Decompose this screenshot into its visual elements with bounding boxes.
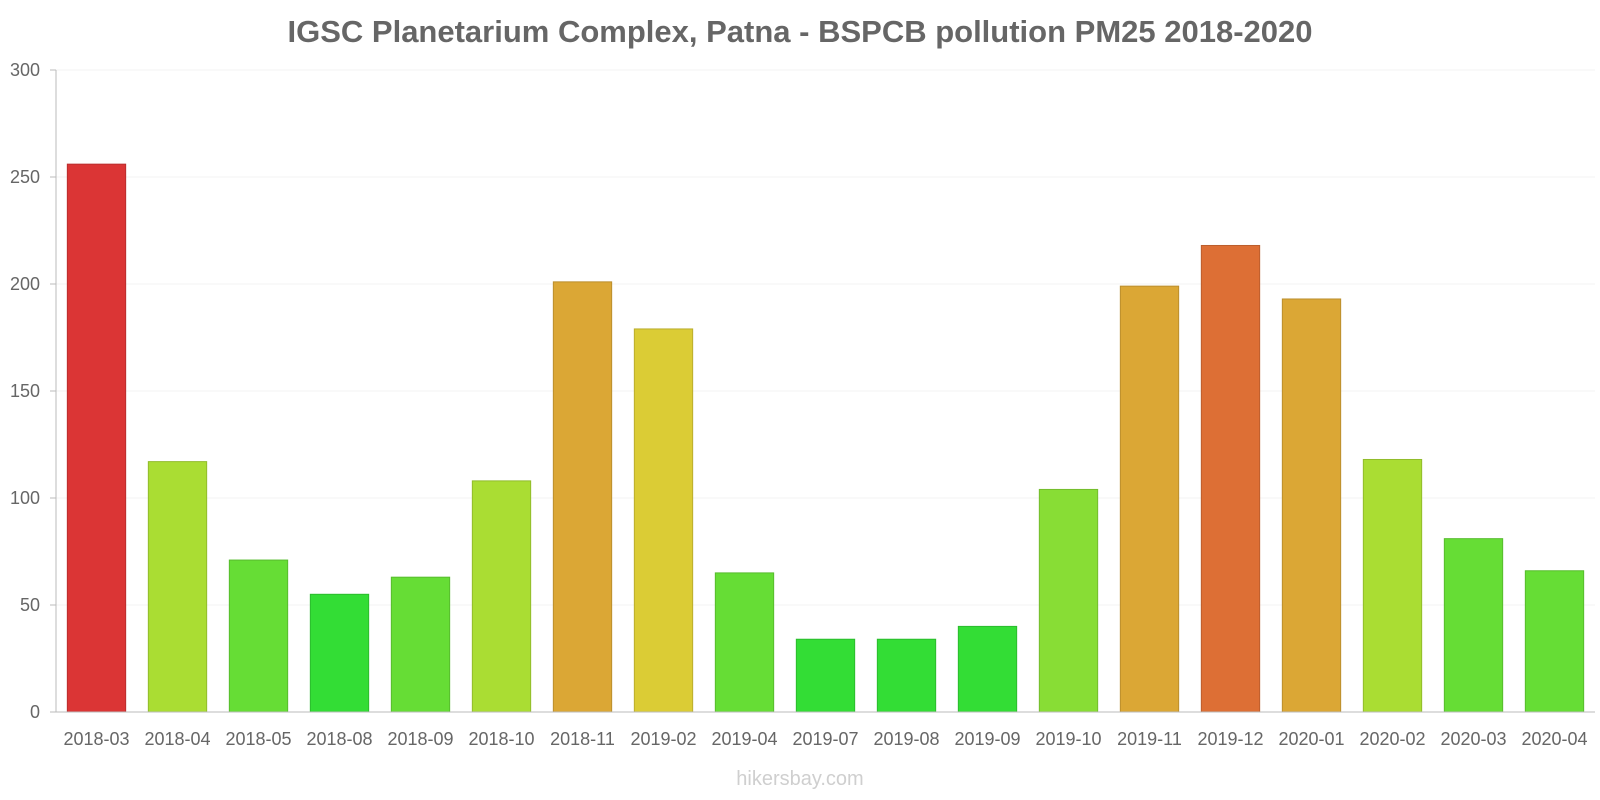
- x-tick-label: 2018-11: [550, 729, 615, 749]
- x-tick-label: 2019-07: [792, 729, 858, 749]
- bar-2019-02[interactable]: [633, 328, 694, 713]
- bars: [66, 163, 1585, 713]
- y-tick-label: 150: [10, 381, 40, 401]
- x-tick-label: 2019-08: [873, 729, 939, 749]
- bar-2018-10[interactable]: [471, 480, 532, 713]
- x-tick-label: 2018-08: [306, 729, 372, 749]
- x-tick-label: 2020-04: [1521, 729, 1587, 749]
- bar-2019-09[interactable]: [957, 625, 1018, 713]
- x-tick-label: 2018-04: [144, 729, 210, 749]
- bar-2020-04[interactable]: [1524, 570, 1585, 713]
- bar-2018-09[interactable]: [390, 576, 451, 713]
- bar-2018-03[interactable]: [66, 163, 127, 713]
- y-tick-label: 200: [10, 274, 40, 294]
- x-tick-labels: 2018-03 2018-04 2018-05 2018-08 2018-09 2018-…: [63, 729, 1587, 749]
- bar-2020-03[interactable]: [1443, 538, 1504, 713]
- x-tick-label: 2019-04: [711, 729, 777, 749]
- x-tick-label: 2018-09: [387, 729, 453, 749]
- bar-2019-07[interactable]: [795, 638, 856, 713]
- bar-2019-04[interactable]: [714, 572, 775, 713]
- bar-2018-08[interactable]: [309, 593, 370, 713]
- x-tick-label: 2019-12: [1197, 729, 1263, 749]
- x-tick-label: 2019-10: [1035, 729, 1101, 749]
- x-tick-label: 2020-02: [1359, 729, 1425, 749]
- x-tick-label: 2019-02: [630, 729, 696, 749]
- y-tick-label: 100: [10, 488, 40, 508]
- y-tick-labels: 0 50 100 150 200 250 300: [10, 60, 56, 722]
- bar-2019-08[interactable]: [876, 638, 937, 713]
- watermark: hikersbay.com: [736, 768, 864, 790]
- bar-2019-10[interactable]: [1038, 488, 1099, 713]
- y-tick-label: 0: [30, 702, 40, 722]
- y-tick-label: 250: [10, 167, 40, 187]
- x-tick-label: 2018-05: [225, 729, 291, 749]
- y-tick-label: 300: [10, 60, 40, 80]
- bar-2019-12[interactable]: [1200, 244, 1261, 713]
- bar-2018-11[interactable]: [552, 281, 613, 713]
- bar-2018-04[interactable]: [147, 461, 208, 713]
- x-tick-label: 2020-01: [1278, 729, 1344, 749]
- bar-2018-05[interactable]: [228, 559, 289, 713]
- y-tick-label: 50: [20, 595, 40, 615]
- x-tick-label: 2019-09: [954, 729, 1020, 749]
- chart-title: IGSC Planetarium Complex, Patna - BSPCB …: [287, 14, 1313, 49]
- bar-2020-01[interactable]: [1281, 298, 1342, 713]
- x-tick-label: 2019-11: [1117, 729, 1182, 749]
- x-tick-label: 2020-03: [1440, 729, 1506, 749]
- bar-2019-11[interactable]: [1119, 285, 1180, 713]
- x-tick-label: 2018-10: [468, 729, 534, 749]
- x-tick-label: 2018-03: [63, 729, 129, 749]
- bar-2020-02[interactable]: [1362, 458, 1423, 713]
